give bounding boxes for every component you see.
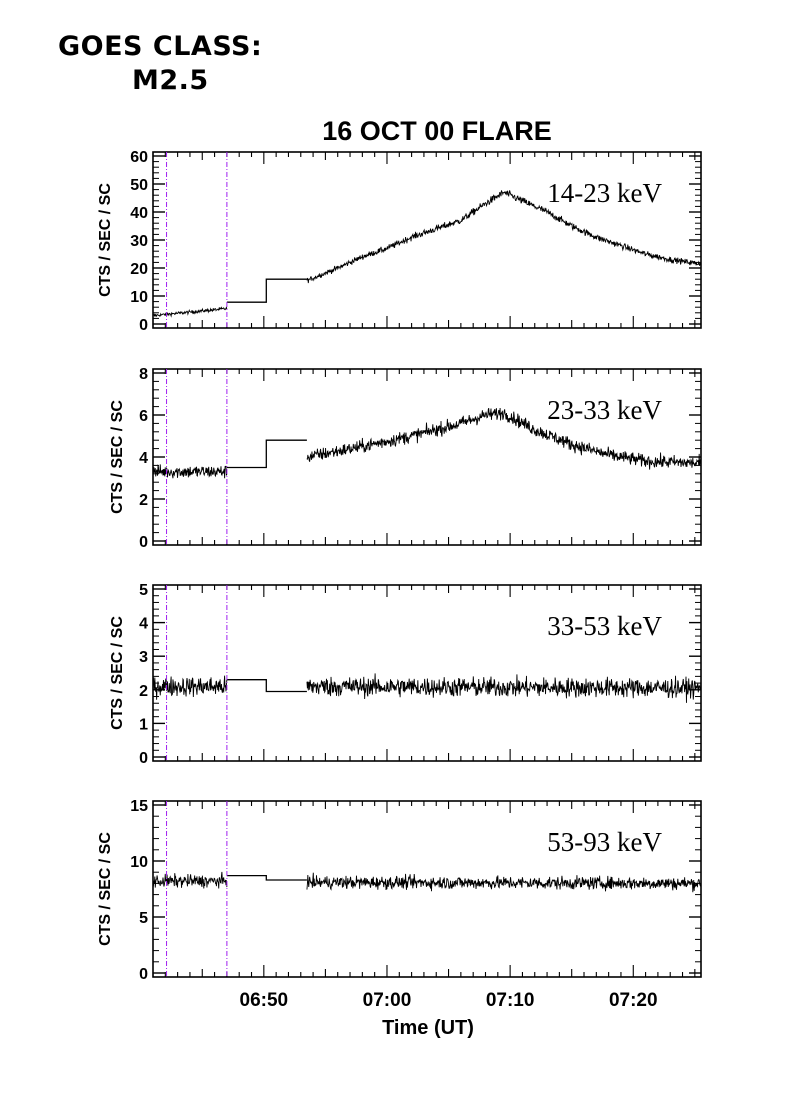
series-noisy-segment bbox=[306, 190, 702, 284]
chart-title: 16 OCT 00 FLARE bbox=[322, 116, 552, 146]
y-tick-label: 0 bbox=[139, 534, 148, 551]
series-noisy-segment bbox=[152, 306, 228, 318]
y-axis-label: CTS / SEC / SC bbox=[97, 183, 114, 297]
series-noisy-segment bbox=[152, 871, 228, 889]
x-tick-label: 07:00 bbox=[363, 990, 412, 1011]
goes-class-value: M2.5 bbox=[132, 65, 209, 96]
goes-class-label: GOES CLASS: bbox=[58, 31, 263, 62]
y-tick-label: 30 bbox=[130, 233, 148, 250]
energy-band-label: 23-33 keV bbox=[547, 395, 662, 425]
y-tick-label: 40 bbox=[130, 205, 148, 222]
series-step-segment bbox=[226, 278, 307, 303]
series-noisy-segment bbox=[306, 407, 702, 470]
y-tick-label: 2 bbox=[139, 683, 148, 700]
y-tick-label: 50 bbox=[130, 177, 148, 194]
series-step-segment bbox=[226, 679, 307, 693]
y-tick-label: 5 bbox=[139, 910, 148, 927]
y-axis-label: CTS / SEC / SC bbox=[97, 832, 114, 946]
goes-class-annotation: GOES CLASS: M2.5 bbox=[58, 30, 262, 98]
x-tick-label: 06:50 bbox=[240, 990, 289, 1011]
y-tick-label: 10 bbox=[130, 289, 148, 306]
y-tick-label: 0 bbox=[139, 750, 148, 767]
energy-band-label: 53-93 keV bbox=[547, 827, 662, 857]
y-tick-label: 0 bbox=[139, 966, 148, 983]
panel-2: 0 2 4 6 8 CTS / SEC / SC 23-33 keV bbox=[109, 366, 702, 551]
series-noisy-segment bbox=[152, 464, 228, 479]
series-noisy-segment bbox=[306, 872, 702, 893]
y-tick-label: 10 bbox=[130, 854, 148, 871]
x-tick-label: 07:10 bbox=[486, 990, 535, 1011]
y-tick-label: 1 bbox=[139, 716, 148, 733]
panel-3: 0 1 2 3 4 5 CTS / SEC / SC 33-53 keV bbox=[109, 582, 702, 767]
y-axis-label: CTS / SEC / SC bbox=[109, 616, 126, 730]
y-tick-label: 2 bbox=[139, 492, 148, 509]
x-axis-label: Time (UT) bbox=[382, 1017, 474, 1039]
panel-frame bbox=[152, 800, 702, 978]
energy-band-label: 33-53 keV bbox=[547, 611, 662, 641]
panel-1: 0 10 20 30 40 50 60 CTS / SEC / SC 14-23 keV bbox=[97, 149, 702, 334]
y-tick-label: 20 bbox=[130, 261, 148, 278]
y-tick-label: 4 bbox=[139, 616, 148, 633]
y-tick-label: 3 bbox=[139, 649, 148, 666]
panel-frame bbox=[152, 584, 702, 762]
series-step-segment bbox=[226, 439, 307, 469]
series-step-segment bbox=[226, 874, 307, 881]
y-tick-label: 0 bbox=[139, 317, 148, 334]
y-tick-label: 8 bbox=[139, 366, 148, 383]
energy-band-label: 14-23 keV bbox=[547, 178, 662, 208]
y-tick-label: 60 bbox=[130, 149, 148, 166]
y-tick-label: 4 bbox=[139, 450, 148, 467]
series-noisy-segment bbox=[152, 675, 228, 700]
y-tick-label: 5 bbox=[139, 582, 148, 599]
y-tick-label: 6 bbox=[139, 408, 148, 425]
y-tick-label: 15 bbox=[130, 798, 148, 815]
panel-4: 0 5 10 15 CTS / SEC / SC 53-93 keV bbox=[97, 798, 702, 983]
x-tick-label: 07:20 bbox=[609, 990, 658, 1011]
y-axis-label: CTS / SEC / SC bbox=[109, 400, 126, 514]
series-noisy-segment bbox=[306, 673, 702, 703]
